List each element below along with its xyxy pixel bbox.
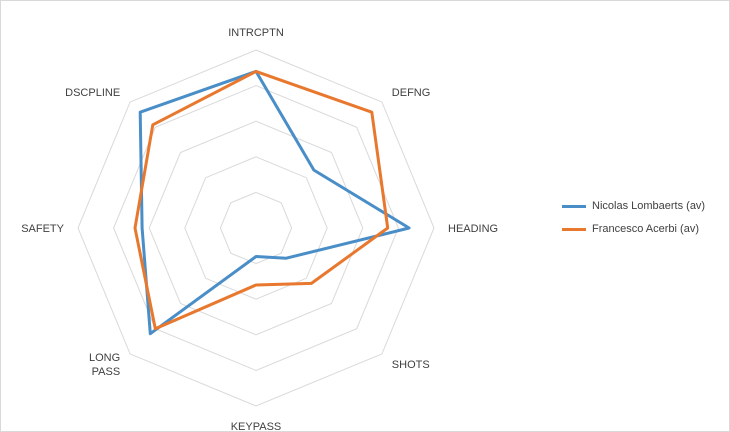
axis-label-shots: SHOTS	[392, 359, 430, 371]
axis-label-intrcptn: INTRCPTN	[228, 27, 284, 39]
grid-ring-5	[77, 49, 435, 407]
legend: Nicolas Lombaerts (av) Francesco Acerbi …	[562, 196, 727, 242]
radar-grid	[77, 49, 435, 407]
axis-label-dscpline: DSCPLINE	[65, 87, 120, 99]
legend-label-lombaerts: Nicolas Lombaerts (av)	[592, 200, 706, 212]
series-line-1	[133, 69, 390, 331]
axis-labels: INTRCPTN DEFNG HEADING SHOTS KEYPASS LONG PASS…	[21, 27, 498, 431]
grid-ring-1	[219, 191, 293, 265]
axis-label-safety: SAFETY	[21, 223, 64, 235]
grid-ring-3	[148, 120, 364, 336]
axis-label-heading: HEADING	[448, 223, 498, 235]
legend-item-lombaerts: Nicolas Lombaerts (av)	[562, 196, 727, 216]
legend-label-acerbi: Francesco Acerbi (av)	[592, 223, 699, 235]
legend-swatch-lombaerts	[562, 204, 586, 208]
legend-swatch-acerbi	[562, 227, 586, 231]
grid-ring-2	[184, 156, 328, 300]
series-line-0	[138, 69, 411, 336]
axis-label-defng: DEFNG	[392, 87, 431, 99]
axis-label-keypass: KEYPASS	[231, 421, 282, 431]
legend-item-acerbi: Francesco Acerbi (av)	[562, 219, 727, 239]
axis-label-long-pass: LONG PASS	[89, 352, 120, 378]
radar-chart: INTRCPTN DEFNG HEADING SHOTS KEYPASS LONG PASS…	[21, 27, 498, 431]
radar-series	[133, 69, 411, 336]
